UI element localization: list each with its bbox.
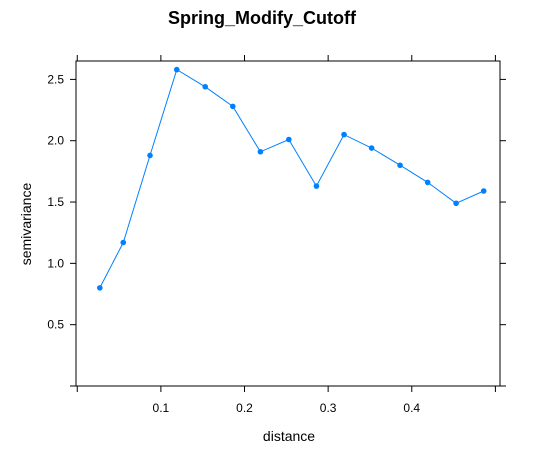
- data-point: [286, 136, 292, 143]
- plot-frame: [75, 60, 501, 387]
- data-point: [97, 285, 103, 291]
- y-tick-label: 2.0: [47, 134, 64, 148]
- data-point: [424, 179, 431, 186]
- y-tick-label: 2.5: [47, 72, 64, 86]
- x-tick-label: 0.1: [153, 401, 170, 415]
- data-point: [368, 145, 375, 151]
- y-tick-label: 1.5: [47, 195, 64, 209]
- data-point: [453, 200, 459, 207]
- data-point: [120, 239, 127, 246]
- data-point: [147, 152, 153, 159]
- data-point: [230, 103, 236, 110]
- data-point: [202, 83, 209, 90]
- y-tick-label: 0.5: [47, 318, 64, 332]
- x-axis-label: distance: [263, 428, 315, 444]
- data-point: [257, 148, 264, 155]
- data-point: [313, 183, 320, 189]
- y-tick-label: 1.0: [47, 256, 64, 270]
- x-tick-label: 0.3: [320, 401, 337, 415]
- data-point: [173, 66, 180, 73]
- data-point: [480, 188, 487, 194]
- plot-area: 0.1 0.2 0.3 0.4 0.5 1.0 1.5 2.0 2.5: [47, 55, 506, 415]
- data-point: [341, 131, 347, 138]
- data-point: [397, 162, 403, 169]
- series-line: [99, 68, 484, 289]
- y-axis-label: semivariance: [18, 183, 34, 266]
- x-tick-label: 0.4: [403, 401, 420, 415]
- chart-title: Spring_Modify_Cutoff: [168, 8, 357, 28]
- x-tick-label: 0.2: [236, 401, 253, 415]
